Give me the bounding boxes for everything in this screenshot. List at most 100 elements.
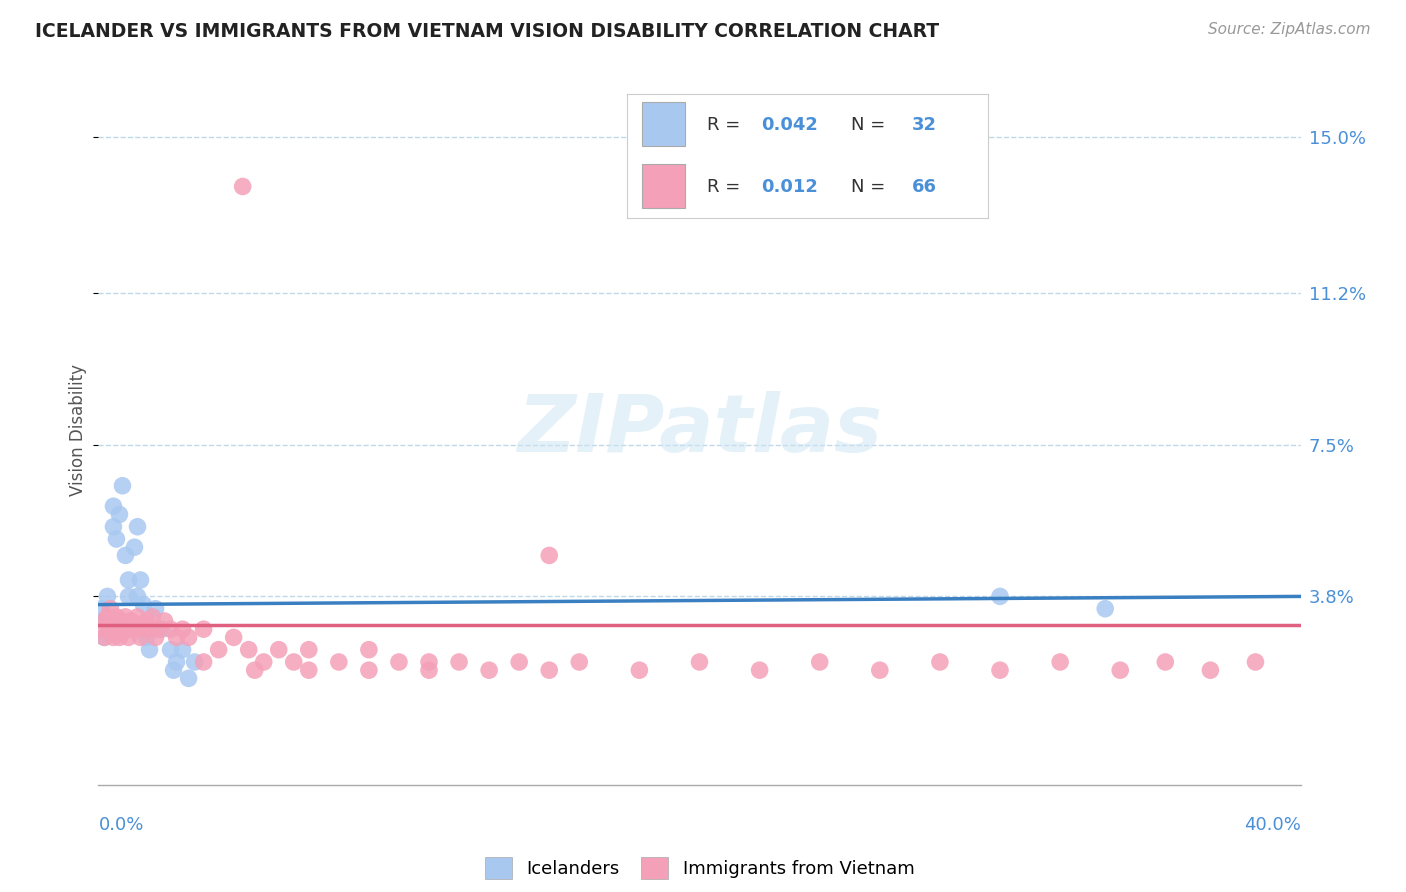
Point bbox=[357, 663, 380, 677]
Point bbox=[388, 655, 411, 669]
Point bbox=[145, 601, 167, 615]
Point bbox=[568, 655, 591, 669]
Point bbox=[159, 642, 181, 657]
Point bbox=[96, 590, 118, 604]
Text: ZIPatlas: ZIPatlas bbox=[517, 392, 882, 469]
Text: 0.0%: 0.0% bbox=[98, 816, 143, 834]
Point bbox=[93, 614, 115, 628]
Point bbox=[132, 598, 155, 612]
Point bbox=[193, 655, 215, 669]
Text: 40.0%: 40.0% bbox=[1244, 816, 1301, 834]
Point bbox=[121, 622, 143, 636]
Point bbox=[135, 614, 157, 628]
Point bbox=[127, 519, 149, 533]
Point bbox=[141, 610, 163, 624]
Point bbox=[689, 655, 711, 669]
Point bbox=[1244, 655, 1267, 669]
Point bbox=[108, 508, 131, 522]
Point bbox=[166, 631, 188, 645]
Point bbox=[111, 479, 134, 493]
Point bbox=[111, 614, 134, 628]
Point bbox=[283, 655, 305, 669]
Point bbox=[103, 614, 125, 628]
Point bbox=[418, 663, 440, 677]
Text: Source: ZipAtlas.com: Source: ZipAtlas.com bbox=[1208, 22, 1371, 37]
Point bbox=[253, 655, 276, 669]
Text: ICELANDER VS IMMIGRANTS FROM VIETNAM VISION DISABILITY CORRELATION CHART: ICELANDER VS IMMIGRANTS FROM VIETNAM VIS… bbox=[35, 22, 939, 41]
Point bbox=[150, 622, 173, 636]
Point bbox=[1154, 655, 1177, 669]
Point bbox=[138, 622, 160, 636]
Point bbox=[117, 573, 139, 587]
Point bbox=[357, 642, 380, 657]
Point bbox=[148, 622, 170, 636]
Point bbox=[111, 622, 134, 636]
Point bbox=[222, 631, 245, 645]
Point bbox=[117, 590, 139, 604]
Point bbox=[117, 631, 139, 645]
Point bbox=[105, 532, 128, 546]
Point bbox=[103, 519, 125, 533]
Point bbox=[298, 663, 321, 677]
Point bbox=[418, 655, 440, 669]
Point bbox=[172, 642, 194, 657]
Point bbox=[90, 622, 112, 636]
Point bbox=[114, 549, 136, 563]
Point bbox=[129, 573, 152, 587]
Point bbox=[177, 672, 200, 686]
Point bbox=[1049, 655, 1071, 669]
Point bbox=[138, 642, 160, 657]
Point bbox=[172, 622, 194, 636]
Point bbox=[232, 179, 254, 194]
Point bbox=[124, 622, 146, 636]
Point bbox=[243, 663, 266, 677]
Point bbox=[162, 663, 184, 677]
Point bbox=[328, 655, 350, 669]
Point bbox=[869, 663, 891, 677]
Point bbox=[153, 614, 176, 628]
Point bbox=[93, 614, 115, 628]
Point bbox=[183, 655, 205, 669]
Point bbox=[748, 663, 770, 677]
Point bbox=[193, 622, 215, 636]
Point bbox=[121, 614, 143, 628]
Point bbox=[267, 642, 290, 657]
Point bbox=[93, 631, 115, 645]
Point bbox=[103, 631, 125, 645]
Point bbox=[628, 663, 651, 677]
Point bbox=[100, 622, 122, 636]
Point bbox=[105, 610, 128, 624]
Point bbox=[96, 610, 118, 624]
Point bbox=[166, 655, 188, 669]
Point bbox=[538, 549, 561, 563]
Y-axis label: Vision Disability: Vision Disability bbox=[69, 365, 87, 496]
Point bbox=[508, 655, 530, 669]
Point bbox=[127, 610, 149, 624]
Legend: Icelanders, Immigrants from Vietnam: Icelanders, Immigrants from Vietnam bbox=[478, 849, 921, 886]
Point bbox=[100, 601, 122, 615]
Point bbox=[988, 663, 1011, 677]
Point bbox=[145, 631, 167, 645]
Point bbox=[93, 631, 115, 645]
Point bbox=[132, 622, 155, 636]
Point bbox=[1094, 601, 1116, 615]
Point bbox=[127, 590, 149, 604]
Point bbox=[478, 663, 501, 677]
Point bbox=[114, 610, 136, 624]
Point bbox=[208, 642, 231, 657]
Point bbox=[1109, 663, 1132, 677]
Point bbox=[105, 622, 128, 636]
Point bbox=[124, 540, 146, 554]
Point bbox=[298, 642, 321, 657]
Point bbox=[135, 631, 157, 645]
Point bbox=[538, 663, 561, 677]
Point bbox=[96, 610, 118, 624]
Point bbox=[447, 655, 470, 669]
Point bbox=[129, 631, 152, 645]
Point bbox=[90, 601, 112, 615]
Point bbox=[103, 500, 125, 514]
Point bbox=[929, 655, 952, 669]
Point bbox=[117, 622, 139, 636]
Point bbox=[177, 631, 200, 645]
Point bbox=[238, 642, 260, 657]
